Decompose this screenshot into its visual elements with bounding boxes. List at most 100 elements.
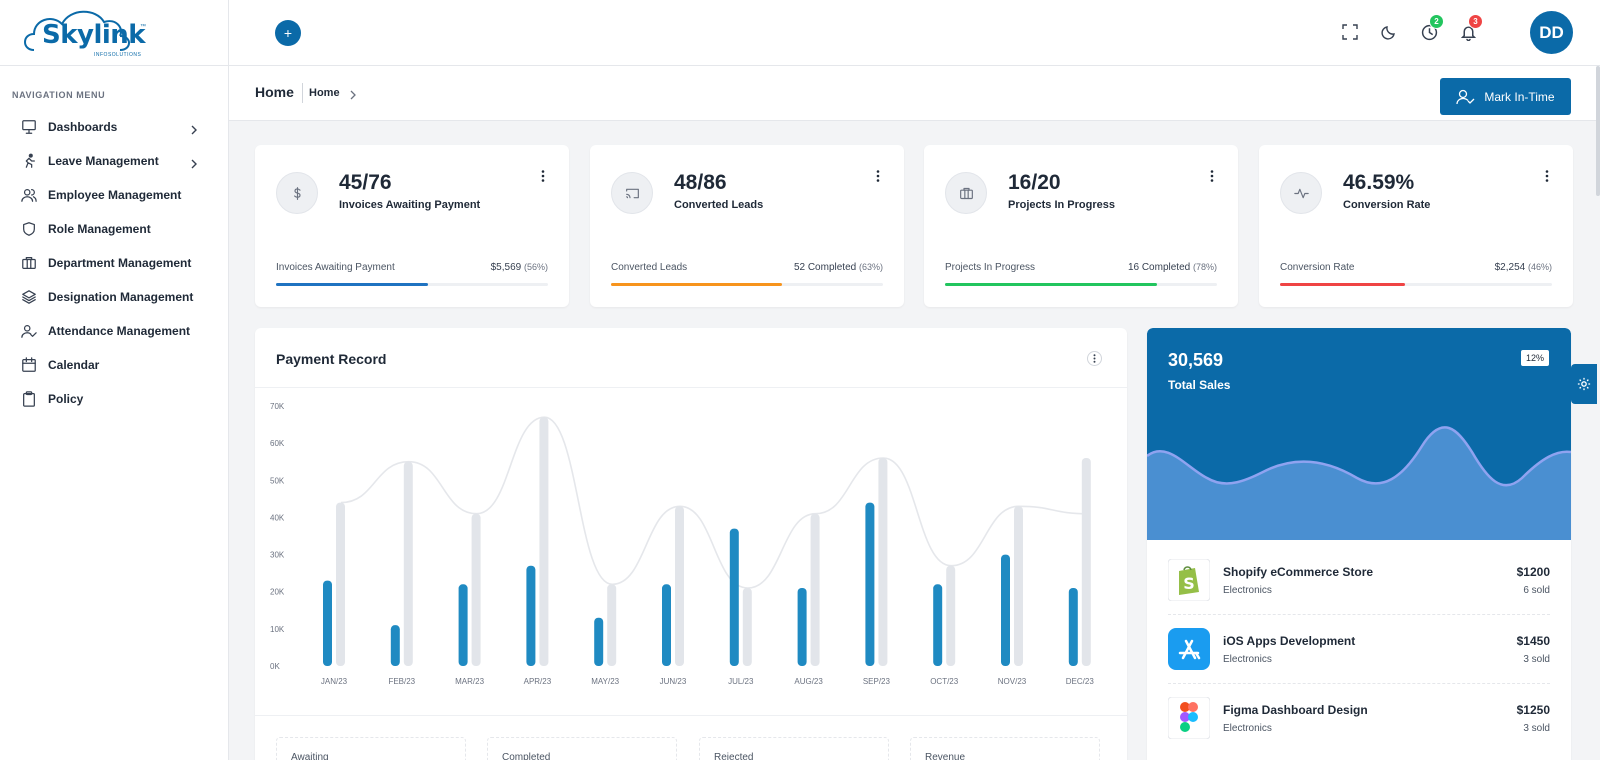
stat-footer-label: Converted Leads <box>611 262 688 273</box>
scrollbar[interactable] <box>1596 66 1600 196</box>
product-name: iOS Apps Development <box>1223 634 1356 648</box>
notification-badge: 3 <box>1468 14 1483 29</box>
brand-logo[interactable]: Skylink ™ INFOSOLUTIONS <box>20 4 148 62</box>
x-tick-label: DEC/23 <box>1066 677 1095 686</box>
sidebar-item-designation-management[interactable]: Designation Management <box>0 280 228 314</box>
sidebar-item-label: Designation Management <box>48 290 194 304</box>
bar-primary <box>933 584 943 666</box>
stat-footer-amount: 16 Completed <box>1127 262 1191 273</box>
sidebar-item-label: Leave Management <box>48 154 159 168</box>
stat-card: 46.59% Conversion Rate Conversion Rate $2,2… <box>1259 145 1573 307</box>
monitor-icon <box>20 118 38 136</box>
product-price: $1250 <box>1516 703 1550 717</box>
stat-card: 45/76 Invoices Awaiting Payment Invoices A… <box>255 145 569 307</box>
avatar[interactable]: DD <box>1530 11 1573 54</box>
sidebar: Skylink ™ INFOSOLUTIONS NAVIGATION MENU … <box>0 0 229 760</box>
mark-in-time-label: Mark In-Time <box>1484 89 1555 104</box>
product-name: Shopify eCommerce Store <box>1223 565 1374 579</box>
more-vertical-icon[interactable] <box>541 169 545 187</box>
stat-label: Projects In Progress <box>1008 199 1115 211</box>
stat-footer-amount: $5,569 <box>490 262 522 273</box>
bar-secondary <box>336 502 345 666</box>
stat-value: 46.59% <box>1343 171 1415 194</box>
shield-icon <box>20 220 38 238</box>
y-tick-label: 0K <box>270 662 280 671</box>
x-tick-label: JUL/23 <box>728 677 754 686</box>
stat-footer-pct: (56%) <box>523 262 548 272</box>
total-sales-card: 30,569 Total Sales 12% S Shopify eCommerc… <box>1147 328 1571 760</box>
sidebar-item-policy[interactable]: Policy <box>0 382 228 416</box>
x-tick-label: JUN/23 <box>660 677 687 686</box>
shopify-icon: S <box>1167 558 1211 602</box>
x-tick-label: SEP/23 <box>863 677 891 686</box>
notification-button[interactable]: 3 <box>1458 14 1483 42</box>
sidebar-item-label: Calendar <box>48 358 100 372</box>
stat-value: 48/86 <box>674 171 727 194</box>
more-vertical-icon[interactable] <box>1087 351 1102 366</box>
product-row[interactable]: S Shopify eCommerce Store Electronics $1200… <box>1167 558 1550 628</box>
sidebar-item-leave-management[interactable]: Leave Management <box>0 144 228 178</box>
settings-gear-button[interactable] <box>1571 364 1597 404</box>
stat-progress-fill <box>1280 283 1406 286</box>
layers-icon <box>20 288 38 306</box>
stat-footer-label: Conversion Rate <box>1280 262 1355 273</box>
row-divider <box>1168 683 1550 684</box>
product-category: Electronics <box>1223 723 1272 734</box>
user-check-icon <box>1456 89 1475 104</box>
page-title: Home <box>255 84 294 100</box>
bar-secondary <box>539 417 549 666</box>
y-tick-label: 10K <box>270 625 285 634</box>
page-header: Home Home Mark In-Time <box>229 66 1600 121</box>
summary-label: Completed <box>502 752 551 760</box>
sidebar-item-employee-management[interactable]: Employee Management <box>0 178 228 212</box>
mark-in-time-button[interactable]: Mark In-Time <box>1440 78 1571 115</box>
product-row[interactable]: iOS Apps Development Electronics $1450 3 so… <box>1168 628 1550 697</box>
breadcrumb[interactable]: Home <box>309 87 340 99</box>
fullscreen-icon[interactable] <box>1340 22 1360 42</box>
summary-label: Revenue <box>925 752 966 760</box>
sidebar-item-role-management[interactable]: Role Management <box>0 212 228 246</box>
total-sales-label: Total Sales <box>1168 378 1231 392</box>
user-check-icon <box>20 322 38 340</box>
sidebar-item-attendance-management[interactable]: Attendance Management <box>0 314 228 348</box>
sidebar-item-label: Role Management <box>48 222 151 236</box>
moon-icon[interactable] <box>1379 22 1399 42</box>
stat-label: Invoices Awaiting Payment <box>339 199 481 211</box>
dollar-icon <box>276 172 318 214</box>
nav-title: NAVIGATION MENU <box>12 90 106 100</box>
stat-footer-value: 52 Completed (63%) <box>794 262 883 273</box>
y-tick-label: 50K <box>270 476 285 485</box>
sidebar-item-calendar[interactable]: Calendar <box>0 348 228 382</box>
x-tick-label: OCT/23 <box>930 677 959 686</box>
sales-banner: 30,569 Total Sales 12% <box>1147 328 1571 540</box>
product-sold: 3 sold <box>1523 723 1550 734</box>
history-badge: 2 <box>1429 14 1444 29</box>
briefcase-icon <box>20 254 38 272</box>
bar-secondary <box>675 506 684 666</box>
bar-secondary <box>1014 506 1023 666</box>
stat-footer-value: $5,569 (56%) <box>491 262 548 273</box>
add-button[interactable]: + <box>275 20 301 46</box>
stat-progress-fill <box>276 283 429 286</box>
brand: Skylink ™ INFOSOLUTIONS <box>0 0 228 66</box>
y-tick-label: 60K <box>270 439 285 448</box>
figma-icon <box>1167 696 1211 740</box>
stat-progress-fill <box>945 283 1158 286</box>
bar-primary <box>797 588 807 666</box>
clipboard-icon <box>20 390 38 408</box>
sidebar-item-dashboards[interactable]: Dashboards <box>0 110 228 144</box>
product-sold: 3 sold <box>1523 654 1550 665</box>
more-vertical-icon[interactable] <box>1545 169 1549 187</box>
history-button[interactable]: 2 <box>1419 14 1444 42</box>
bar-primary <box>323 580 332 666</box>
stat-value: 45/76 <box>339 171 392 194</box>
summary-box: Completed <box>487 737 677 760</box>
sidebar-item-label: Employee Management <box>48 188 182 202</box>
more-vertical-icon[interactable] <box>1210 169 1214 187</box>
more-vertical-icon[interactable] <box>876 169 880 187</box>
summary-box: Rejected <box>699 737 889 760</box>
sales-wave <box>1147 426 1571 540</box>
sidebar-item-department-management[interactable]: Department Management <box>0 246 228 280</box>
sidebar-item-label: Department Management <box>48 256 192 270</box>
product-row[interactable]: Figma Dashboard Design Electronics $1250 3 … <box>1167 696 1550 760</box>
